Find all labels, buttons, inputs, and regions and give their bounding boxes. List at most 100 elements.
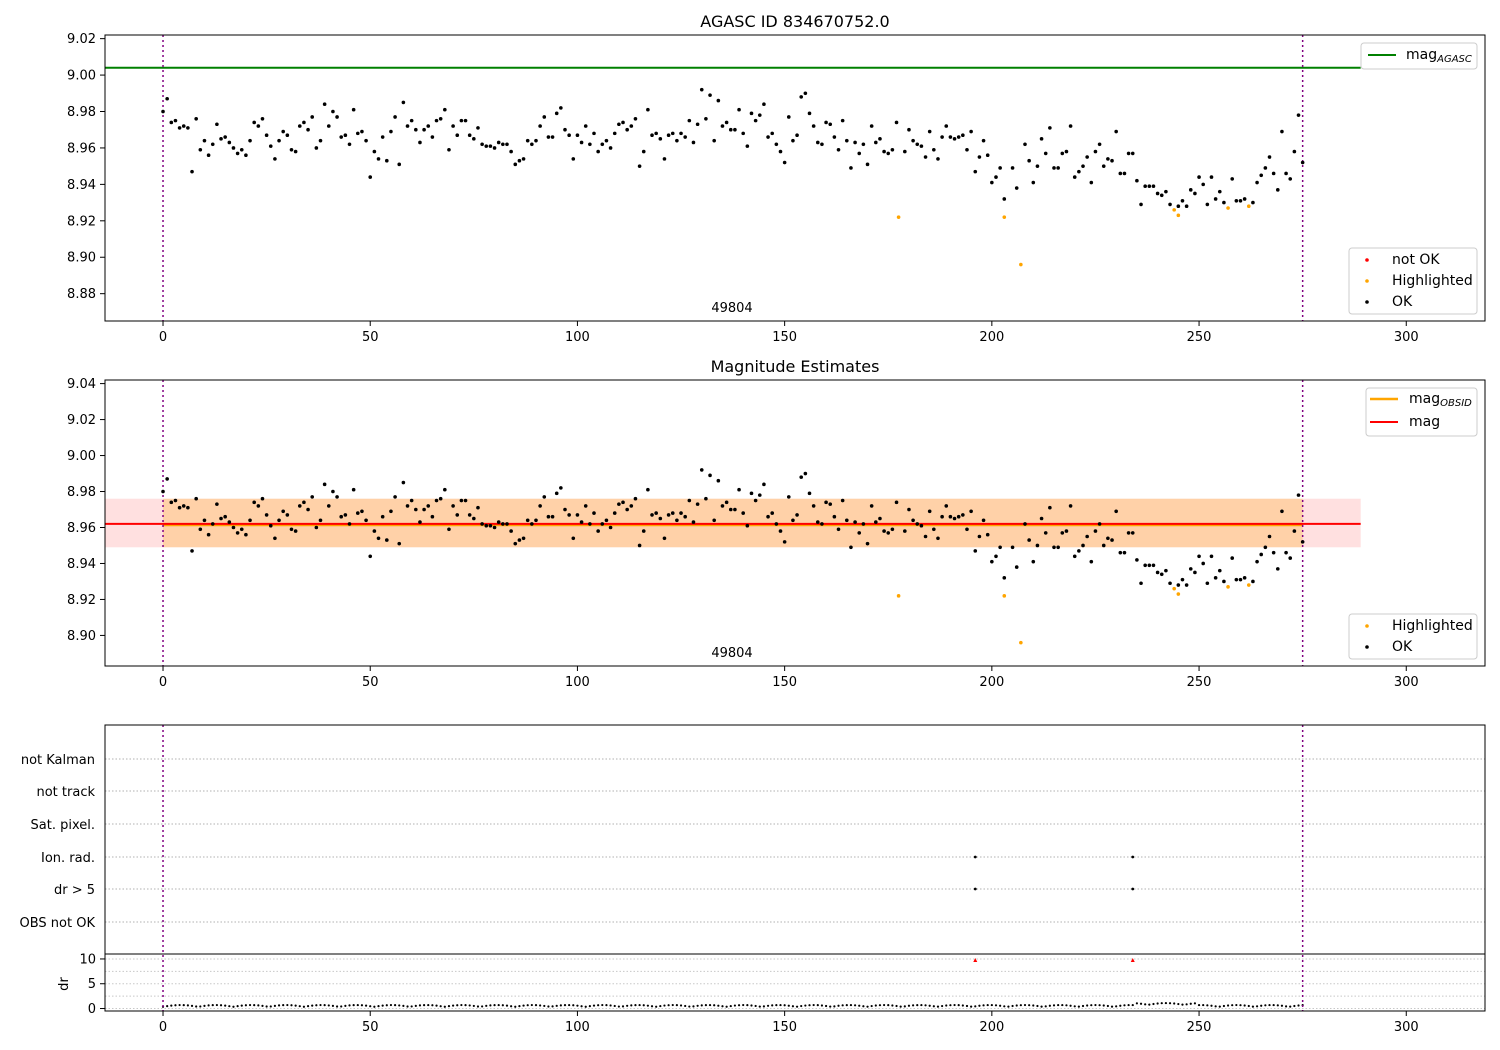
data-point-ok bbox=[1139, 202, 1143, 207]
data-point-ok bbox=[882, 529, 886, 533]
dr-point bbox=[530, 1003, 533, 1007]
dr-point bbox=[721, 1005, 724, 1008]
panel-flags-xtick-label: 50 bbox=[362, 1020, 379, 1035]
data-point-ok bbox=[198, 527, 203, 532]
data-point-ok bbox=[525, 138, 530, 143]
dr-point bbox=[1264, 1004, 1267, 1007]
data-point-ok bbox=[256, 504, 261, 508]
data-point-ok bbox=[244, 532, 248, 537]
data-point-ok bbox=[687, 118, 692, 123]
dr-point bbox=[584, 1005, 587, 1008]
dr-point bbox=[829, 1005, 832, 1008]
dr-point bbox=[684, 1004, 687, 1008]
data-point-ok bbox=[845, 518, 849, 523]
panel-agasc-annotation: 49804 bbox=[711, 301, 752, 316]
data-point-ok bbox=[1205, 581, 1210, 586]
data-point-ok bbox=[318, 518, 323, 523]
data-point-ok bbox=[741, 131, 745, 136]
data-point-ok bbox=[608, 146, 613, 150]
data-point-ok bbox=[443, 487, 447, 492]
dr-point bbox=[961, 1004, 964, 1007]
data-point-ok bbox=[753, 498, 758, 503]
data-point-ok bbox=[1126, 531, 1131, 535]
data-point-ok bbox=[737, 487, 741, 492]
dr-point bbox=[559, 1004, 562, 1007]
dr-point bbox=[232, 1005, 235, 1008]
data-point-ok bbox=[351, 107, 356, 112]
data-point-ok bbox=[364, 518, 368, 523]
data-point-ok bbox=[571, 157, 576, 161]
data-point-ok bbox=[559, 486, 563, 490]
data-point-ok bbox=[484, 144, 489, 148]
dr-point bbox=[1289, 1005, 1292, 1008]
dr-point bbox=[634, 1003, 637, 1007]
data-point-ok bbox=[355, 511, 360, 515]
data-point-ok bbox=[936, 536, 940, 541]
dr-point bbox=[1135, 1002, 1138, 1005]
data-point-ok bbox=[1048, 126, 1052, 130]
data-point-ok bbox=[1151, 563, 1156, 568]
dr-point bbox=[800, 1004, 803, 1008]
dr-point bbox=[456, 1004, 459, 1007]
data-point-ok bbox=[1118, 171, 1123, 176]
dr-point bbox=[820, 1004, 824, 1007]
flag-row-label: not Kalman bbox=[21, 753, 95, 768]
data-point-ok bbox=[1155, 570, 1160, 575]
dr-point bbox=[932, 1005, 935, 1008]
data-point-ok bbox=[1168, 202, 1172, 207]
dr-point bbox=[994, 1004, 998, 1007]
dr-ytick-label: 0 bbox=[88, 1002, 96, 1017]
panel-agasc-xtick-label: 250 bbox=[1187, 330, 1212, 345]
data-point-ok bbox=[422, 507, 426, 512]
data-point-ok bbox=[1056, 166, 1060, 170]
panel-flags-xtick-label: 250 bbox=[1187, 1020, 1212, 1035]
data-point-ok bbox=[894, 500, 899, 505]
data-point-highlighted bbox=[1172, 208, 1176, 212]
data-point-ok bbox=[733, 127, 737, 132]
data-point-ok bbox=[973, 549, 978, 553]
data-point-ok bbox=[749, 491, 754, 496]
data-point-ok bbox=[480, 522, 484, 526]
data-point-ok bbox=[186, 505, 190, 510]
data-point-ok bbox=[911, 138, 915, 143]
data-point-ok bbox=[385, 538, 389, 542]
data-point-ok bbox=[210, 522, 215, 526]
dr-point bbox=[737, 1004, 741, 1007]
data-point-ok bbox=[936, 157, 940, 161]
data-point-ok bbox=[1106, 157, 1110, 161]
data-point-ok bbox=[455, 513, 460, 517]
dr-point bbox=[568, 1003, 571, 1007]
dr-point bbox=[1127, 1003, 1130, 1007]
data-point-ok bbox=[268, 523, 273, 528]
dr-point bbox=[779, 1003, 782, 1007]
data-point-ok bbox=[1300, 160, 1305, 165]
panel-magnitude-xtick-label: 250 bbox=[1187, 675, 1212, 690]
dr-point bbox=[692, 1005, 695, 1008]
dr-ytick-label: 10 bbox=[79, 952, 96, 967]
dr-point bbox=[990, 1003, 993, 1007]
data-point-ok bbox=[480, 142, 484, 147]
dr-point bbox=[178, 1003, 181, 1007]
data-point-ok bbox=[372, 149, 377, 154]
data-point-ok bbox=[1159, 193, 1164, 198]
data-point-ok bbox=[977, 155, 982, 159]
flag-row-label: dr > 5 bbox=[54, 883, 95, 898]
data-point-ok bbox=[803, 91, 808, 96]
panel-magnitude-xtick-label: 200 bbox=[979, 675, 1004, 690]
dr-point bbox=[514, 1005, 517, 1008]
data-point-ok bbox=[1213, 576, 1218, 580]
dr-point bbox=[393, 1004, 397, 1007]
data-point-ok bbox=[836, 527, 841, 532]
dr-point bbox=[1251, 1005, 1255, 1008]
data-point-ok bbox=[1184, 204, 1189, 209]
data-point-ok bbox=[882, 149, 886, 154]
data-point-ok bbox=[1077, 549, 1081, 553]
data-point-ok bbox=[559, 106, 563, 110]
dr-point bbox=[650, 1005, 654, 1008]
dr-point bbox=[1185, 1003, 1188, 1006]
panel-agasc-ytick-label: 8.96 bbox=[67, 141, 96, 156]
dr-point bbox=[630, 1004, 633, 1007]
dr-point bbox=[356, 1003, 359, 1007]
data-point-ok bbox=[538, 504, 542, 508]
data-point-ok bbox=[546, 135, 551, 139]
